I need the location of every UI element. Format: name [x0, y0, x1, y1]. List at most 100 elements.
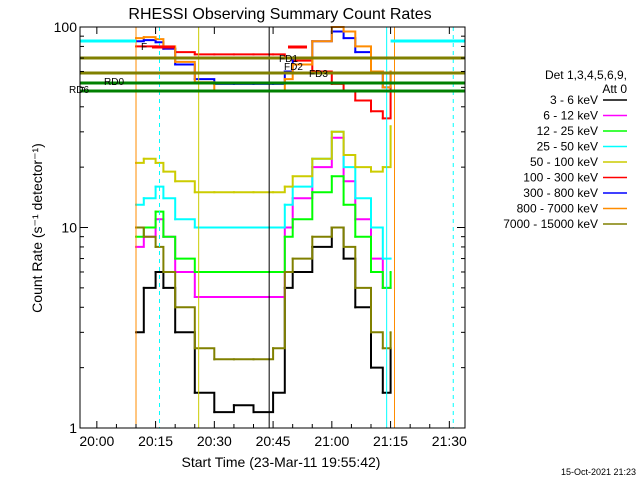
- series-4-point-15: [342, 166, 345, 169]
- series-3-point-18: [381, 286, 384, 289]
- series-8-point-11: [283, 78, 286, 81]
- series-8-point-3: [154, 38, 157, 41]
- series-5-point-11: [283, 185, 286, 188]
- series-9-point-11: [283, 271, 286, 273]
- tick-layer: 20:00 20:15 20:30 20:45 21:00 21:15 21:30 1 10 10…: [54, 19, 467, 449]
- series-4-point-18: [381, 257, 384, 260]
- series-6-point-10: [272, 53, 275, 56]
- series-9-point-14: [330, 226, 333, 229]
- series-3-point-13: [311, 191, 314, 194]
- series-9-point-4: [162, 271, 165, 273]
- series-5-point-18: [381, 166, 384, 169]
- series-5-point-3: [154, 161, 157, 164]
- series-1-point-15: [342, 257, 345, 260]
- annotation-fd1: FD1: [279, 54, 298, 65]
- series-9-point-10: [272, 347, 275, 350]
- series-1-point-8: [232, 404, 235, 407]
- series-5-point-14: [330, 130, 333, 133]
- x-tick-label-20-00: 20:00: [79, 433, 114, 449]
- series-2-point-6: [193, 296, 196, 298]
- series-1-point-5: [174, 331, 177, 334]
- series-3-point-8: [232, 271, 235, 273]
- series-9-point-6: [193, 347, 196, 350]
- legend: Det 1,3,4,5,6,9,Att 0 3 - 6 keV 6 - 12 keV…: [503, 68, 627, 231]
- x-tick-label-20-15: 20:15: [138, 433, 173, 449]
- x-tick-label-21-30: 21:30: [432, 433, 467, 449]
- series-3-point-16: [354, 235, 357, 238]
- x-tick-label-21-00: 21:00: [314, 433, 349, 449]
- annotation-f: F: [141, 42, 147, 53]
- series-1-point-17: [370, 366, 372, 369]
- series-4-point-16: [354, 197, 357, 200]
- series-3-point-17: [370, 271, 372, 273]
- legend-label-5: 50 - 100 keV: [530, 155, 598, 169]
- y-tick-label-100: 100: [54, 19, 78, 35]
- legend-label-3: 12 - 25 keV: [537, 124, 598, 138]
- series-7-point-3: [154, 41, 157, 44]
- series-9-point-3: [154, 245, 157, 248]
- series-9-point-17: [370, 331, 372, 334]
- series-line-2: [136, 136, 391, 298]
- series-6-point-16: [354, 99, 357, 102]
- series-9-point-5: [174, 306, 177, 309]
- x-tick-label-20-30: 20:30: [197, 433, 232, 449]
- legend-label-9: 7000 - 15000 keV: [503, 217, 598, 231]
- series-7-point-2: [142, 39, 145, 42]
- annotation-rd0: RD0: [104, 77, 124, 88]
- series-5-point-13: [311, 157, 314, 160]
- series-5-point-7: [213, 191, 216, 194]
- series-7-point-4: [162, 47, 165, 50]
- series-6-point-9: [252, 53, 255, 56]
- series-2-point-8: [232, 296, 235, 298]
- series-4-point-2: [142, 197, 145, 200]
- series-3-point-6: [193, 271, 196, 273]
- series-9-point-15: [342, 245, 345, 248]
- series-3-point-4: [162, 235, 165, 238]
- series-6-point-17: [370, 110, 372, 113]
- series-3-point-14: [330, 175, 333, 178]
- annotation-rd6: RD6: [69, 85, 89, 96]
- series-3-point-11: [283, 235, 286, 238]
- series-1-point-10: [272, 391, 275, 394]
- series-1-point-4: [162, 286, 165, 289]
- series-6-point-2: [142, 45, 145, 48]
- legend-label-1: 3 - 6 keV: [550, 93, 598, 107]
- legend-label-4: 25 - 50 keV: [537, 140, 598, 154]
- series-9-point-9: [252, 358, 255, 361]
- series-4-point-7: [213, 226, 216, 229]
- series-5-point-6: [193, 191, 196, 194]
- series-8-point-5: [174, 60, 177, 63]
- series-8-point-12: [291, 63, 294, 66]
- series-5-point-9: [252, 191, 255, 194]
- series-7-point-5: [174, 63, 177, 66]
- series-5-point-16: [354, 166, 357, 169]
- x-tick-label-21-15: 21:15: [373, 433, 408, 449]
- series-3-point-7: [213, 271, 216, 273]
- series-8-point-13: [311, 40, 314, 43]
- timestamp: 15-Oct-2021 21:23: [561, 467, 636, 477]
- series-9-point-2: [142, 235, 145, 238]
- x-axis-label: Start Time (23-Mar-11 19:55:42): [182, 454, 381, 470]
- series-5-point-5: [174, 180, 177, 183]
- legend-label-2: 6 - 12 keV: [543, 109, 598, 123]
- series-7-point-16: [354, 51, 357, 54]
- series-5-point-2: [142, 157, 145, 160]
- series-2-point-10: [272, 296, 275, 298]
- series-line-9: [136, 226, 392, 361]
- series-1-point-18: [381, 391, 384, 394]
- series-1-point-16: [354, 306, 357, 309]
- series-6-point-7: [213, 53, 216, 56]
- series-5-point-4: [162, 170, 165, 173]
- legend-label-8: 800 - 7000 keV: [517, 202, 598, 216]
- series-5-point-8: [232, 191, 235, 194]
- series-8-point-18: [381, 86, 384, 89]
- series-6-point-18: [381, 117, 384, 120]
- series-5-point-15: [342, 154, 345, 156]
- series-4-point-9: [252, 226, 255, 229]
- series-8-point-16: [354, 45, 357, 48]
- series-9-point-18: [381, 347, 384, 350]
- series-line-1: [136, 226, 392, 414]
- series-3-point-3: [154, 210, 157, 213]
